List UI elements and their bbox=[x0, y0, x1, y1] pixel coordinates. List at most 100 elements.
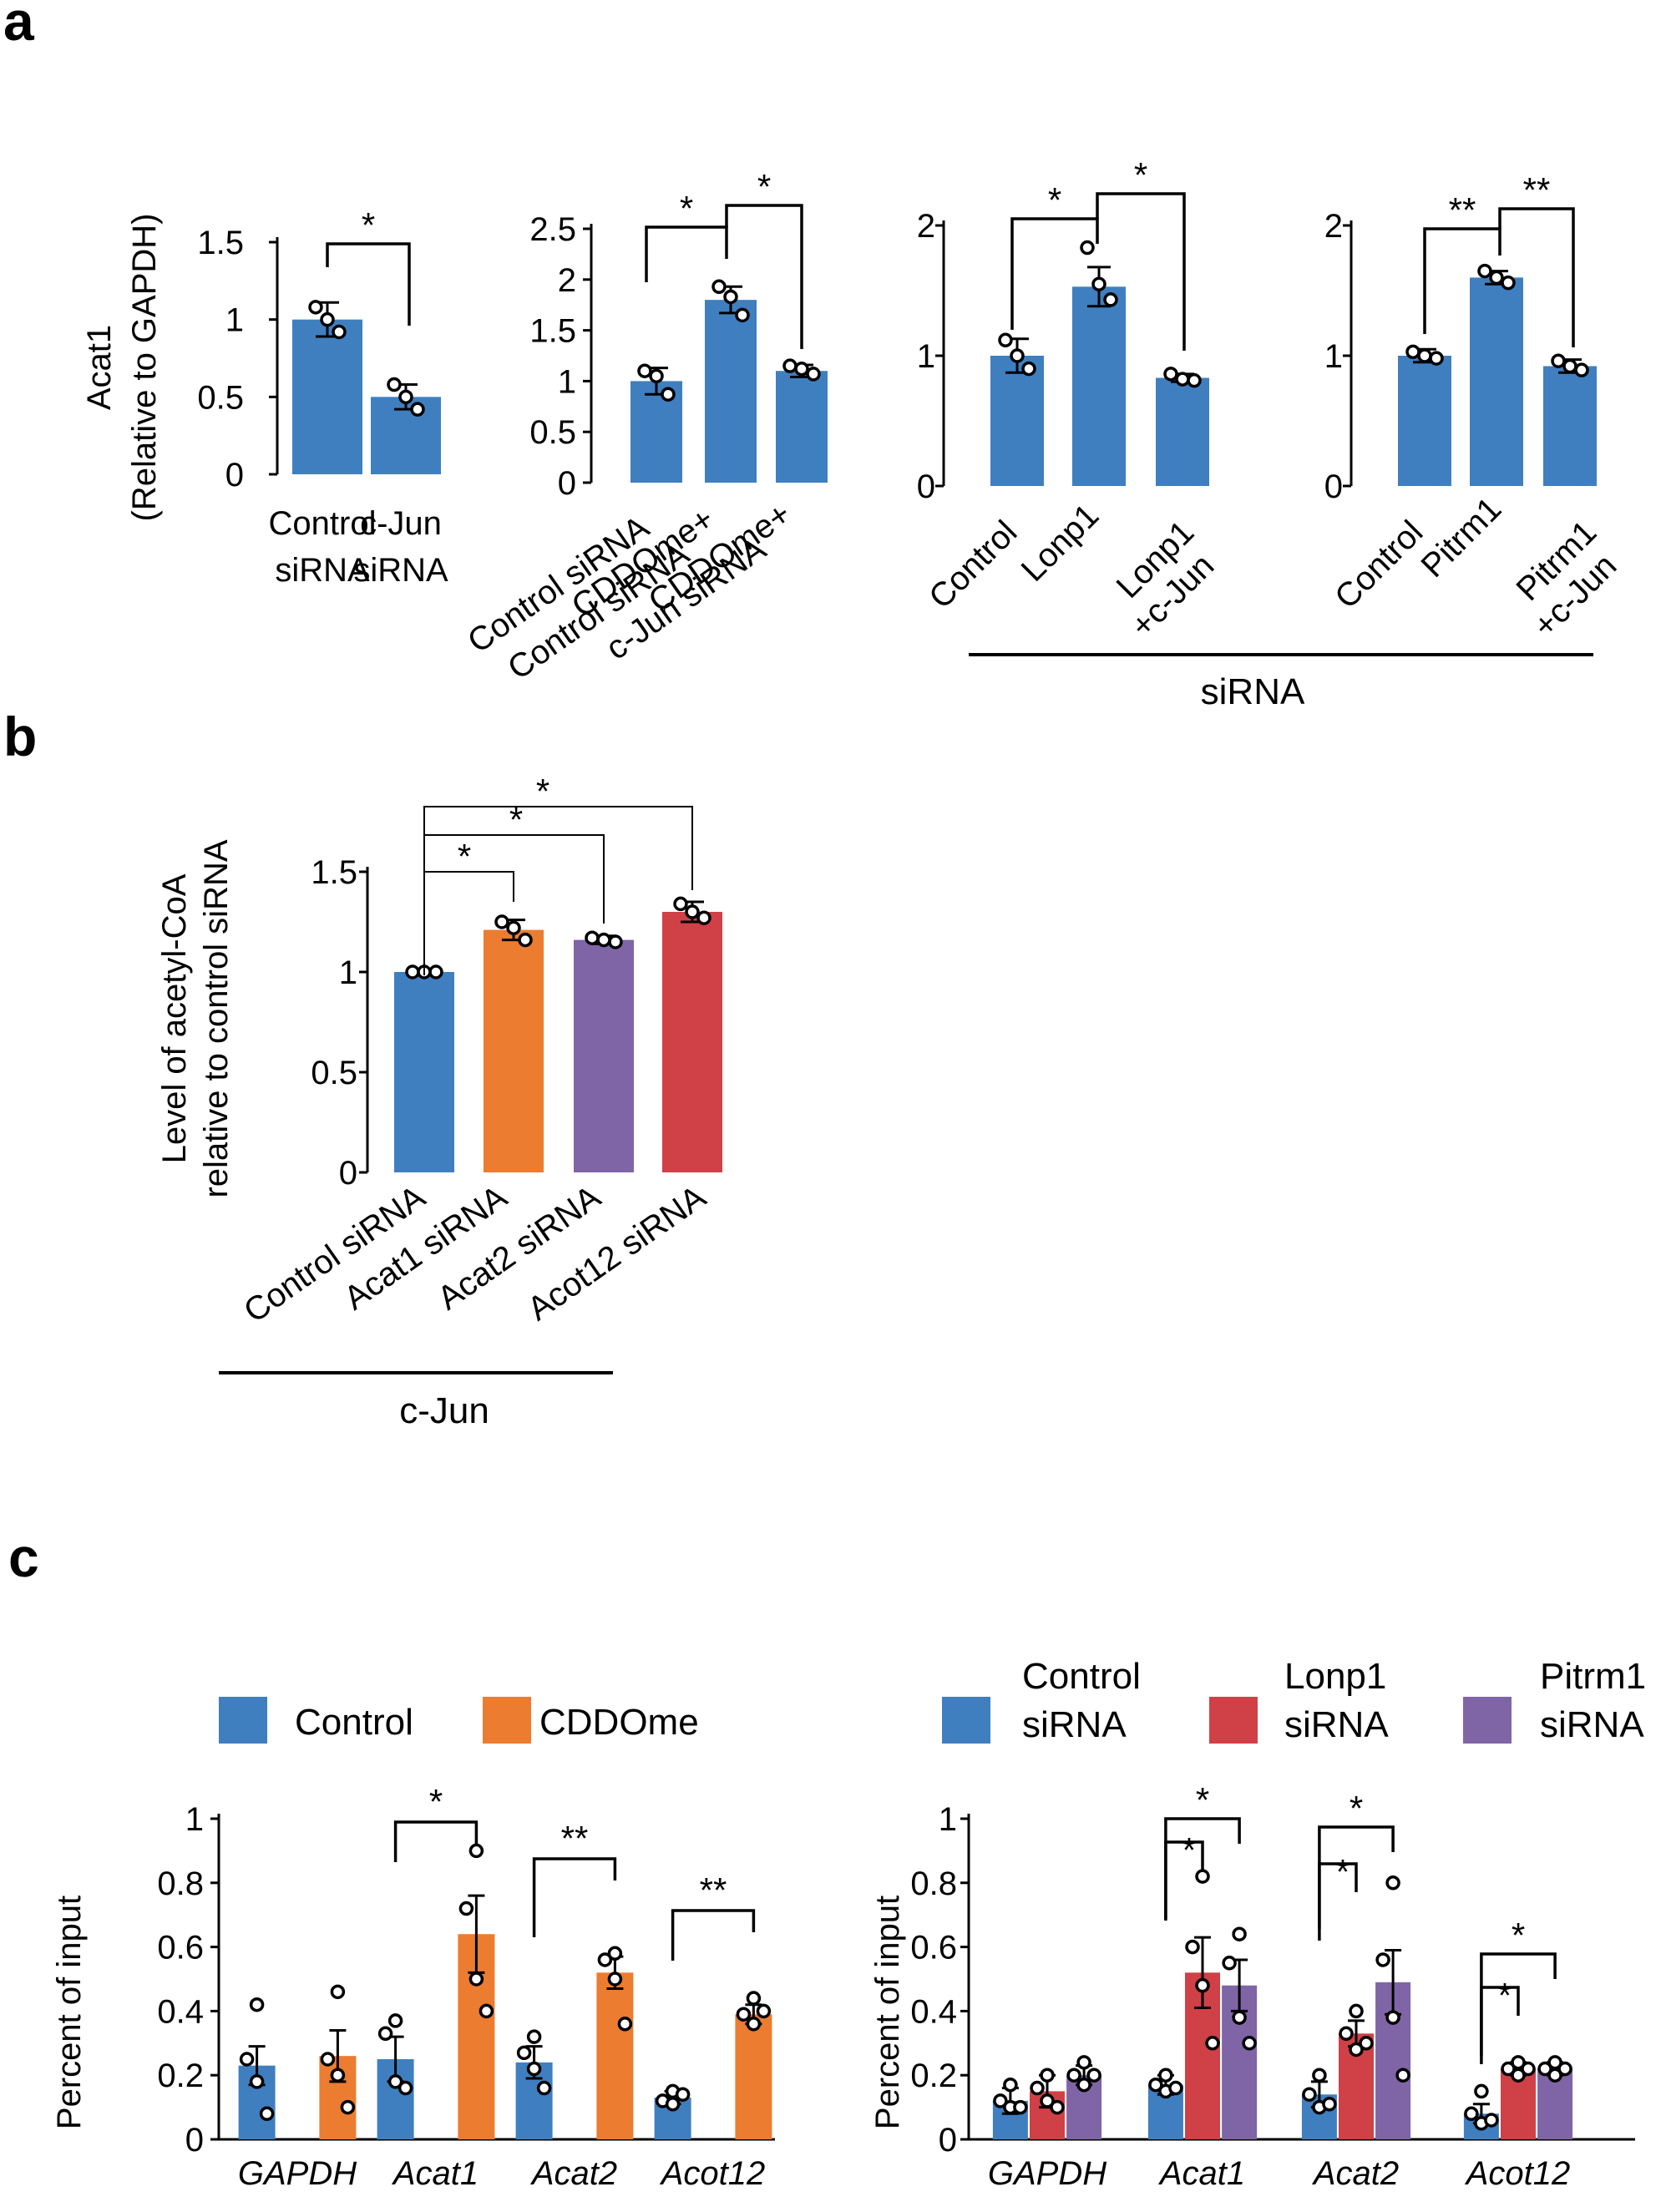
chart-c-left-ytick-label: 0.2 bbox=[157, 2058, 204, 2094]
chart-c-left-category-label: Acot12 bbox=[660, 2155, 766, 2192]
chart-a1-category-label: Control bbox=[269, 505, 377, 542]
chart-c-right-point-3-0-0 bbox=[1474, 2083, 1489, 2099]
chart-b-ytick-label: 0.5 bbox=[311, 1055, 357, 1091]
chart-b-bar-3 bbox=[662, 912, 722, 1172]
chart-c-left-point-0-1-0 bbox=[330, 1984, 346, 2000]
chart-c-left-point-2-0-2 bbox=[526, 2061, 542, 2077]
chart-a4-point-2-0 bbox=[1551, 353, 1566, 368]
chart-a2-ytick-label: 1.5 bbox=[529, 313, 576, 350]
chart-c-right-point-2-1-3 bbox=[1359, 2036, 1374, 2051]
chart-a1-category-label: siRNA bbox=[353, 552, 448, 589]
legend-swatch-pitrm1-siRNA bbox=[1463, 1697, 1512, 1744]
chart-c-right-point-0-2-0 bbox=[1076, 2055, 1091, 2070]
chart-a4-bar-0 bbox=[1398, 356, 1451, 486]
chart-c-right-sig-0-label: * bbox=[1182, 1830, 1196, 1870]
chart-a1-point-1-1 bbox=[410, 402, 425, 417]
chart-b-point-2-2 bbox=[596, 932, 611, 948]
chart-c-right-point-2-1-2 bbox=[1349, 2042, 1364, 2058]
chart-a1-point-1-0 bbox=[387, 377, 402, 392]
chart-c-left-category-label: GAPDH bbox=[238, 2155, 357, 2192]
chart-c-left-point-1-1-3 bbox=[479, 2003, 494, 2019]
chart-c-right-point-3-0-3 bbox=[1484, 2113, 1499, 2128]
chart-a2-point-2-2 bbox=[794, 362, 809, 377]
chart-a1-point-0-1 bbox=[332, 324, 347, 340]
chart-c-right-point-3-1-3 bbox=[1521, 2061, 1536, 2077]
chart-a1-ytick-label: 1 bbox=[225, 302, 244, 339]
chart-a2-point-1-2 bbox=[723, 289, 738, 305]
chart-a2-point-1-0 bbox=[711, 279, 727, 295]
chart-c-left-point-0-0-2 bbox=[249, 2074, 265, 2089]
legend-label-pitrm1-line2: siRNA bbox=[1540, 1704, 1644, 1745]
chart-c-left-point-0-1-2 bbox=[330, 2068, 346, 2083]
chart-a4-point-0-0 bbox=[1405, 344, 1420, 360]
chart-a4-point-1-2 bbox=[1489, 270, 1504, 286]
chart-a4-ytick-label: 2 bbox=[1324, 208, 1343, 245]
chart-c-left-point-2-1-2 bbox=[607, 1972, 623, 1987]
chart-c-right-point-1-1-2 bbox=[1195, 1977, 1210, 1993]
legend-label-lonp1-line1: Lonp1 bbox=[1284, 1656, 1386, 1697]
legend-swatch-lonp1-siRNA bbox=[1209, 1697, 1258, 1744]
chart-a2-point-0-1 bbox=[661, 387, 676, 402]
chart-a4-ytick-label: 1 bbox=[1324, 338, 1343, 375]
chart-a4-point-2-1 bbox=[1574, 362, 1589, 377]
chart-c-left-bar-3-1 bbox=[735, 2014, 772, 2139]
chart-c-right-sig-1-label: * bbox=[1196, 1780, 1209, 1820]
chart-c-left-point-2-0-3 bbox=[536, 2080, 552, 2096]
chart-c-right-point-1-2-1 bbox=[1222, 1956, 1237, 1971]
chart-a4-sig-0-label: ** bbox=[1449, 190, 1476, 230]
chart-a1-point-0-0 bbox=[308, 300, 323, 315]
chart-c-left-point-2-1-1 bbox=[597, 1952, 613, 1967]
chart-c-right-category-label: Acot12 bbox=[1465, 2155, 1571, 2192]
chart-a2-point-2-0 bbox=[782, 358, 798, 373]
chart-a1-ytick-label: 0 bbox=[225, 457, 244, 494]
chart-a3-point-2-1 bbox=[1187, 372, 1202, 388]
chart-c-right-sig-3-bracket bbox=[1318, 1825, 1395, 1929]
chart-b-sig-2-bracket bbox=[423, 806, 693, 975]
chart-a1-point-1-2 bbox=[398, 389, 413, 405]
chart-c-left-point-1-0-1 bbox=[377, 2026, 393, 2042]
chart-a4-point-1-0 bbox=[1477, 263, 1492, 279]
chart-a1-ytick-label: 0.5 bbox=[197, 379, 244, 416]
chart-c-right-point-1-2-0 bbox=[1232, 1926, 1247, 1941]
chart-a2-sig-1-bracket bbox=[725, 204, 803, 349]
chart-c-right-point-2-2-2 bbox=[1385, 2010, 1400, 2025]
chart-a4-sig-1-bracket bbox=[1498, 207, 1575, 347]
chart-a3-sig-1-label: * bbox=[1134, 155, 1147, 195]
chart-a2-point-1-1 bbox=[735, 307, 750, 323]
legend-label-control-line1: Control bbox=[1022, 1656, 1141, 1697]
chart-a2-sig-0-bracket bbox=[645, 225, 728, 282]
chart-c-right-point-3-2-3 bbox=[1557, 2061, 1572, 2077]
chart-a2-sig-1-label: * bbox=[757, 167, 771, 206]
panel-label-b: b bbox=[3, 706, 37, 767]
chart-c-left-sig-2-label: ** bbox=[700, 1870, 727, 1910]
chart-a1-category-label: siRNA bbox=[275, 552, 370, 589]
chart-a1: 0 0.5 1 1.5 Control siRNA c-Jun siRNA * bbox=[197, 205, 448, 589]
legend-label-control: Control bbox=[295, 1702, 413, 1743]
legend-c-left: Control CDDOme bbox=[219, 1697, 699, 1744]
chart-c-left-point-0-0-0 bbox=[249, 1997, 265, 2012]
chart-c-right-category-label: Acat1 bbox=[1158, 2155, 1245, 2192]
chart-c-right-point-1-1-1 bbox=[1185, 1939, 1200, 1955]
legend-label-lonp1-line2: siRNA bbox=[1284, 1704, 1389, 1745]
chart-c-left-bar-2-1 bbox=[596, 1972, 634, 2139]
chart-c-right-ytick-label: 0.6 bbox=[910, 1930, 957, 1967]
chart-a3-sig-0-bracket bbox=[1010, 217, 1099, 330]
chart-c-right-point-0-1-0 bbox=[1040, 2068, 1055, 2083]
chart-a3-ytick-label: 0 bbox=[917, 468, 935, 505]
chart-b-point-2-0 bbox=[585, 930, 600, 945]
chart-c-left-sig-1-label: ** bbox=[561, 1819, 589, 1858]
chart-a4-sig-0-bracket bbox=[1423, 227, 1501, 334]
chart-c-right-point-2-1-1 bbox=[1339, 2026, 1354, 2042]
chart-a4-category-label: Pitrm1 bbox=[1415, 490, 1509, 585]
chart-a2-ytick-label: 0 bbox=[558, 465, 576, 502]
chart-c-right-sig-3-label: * bbox=[1350, 1789, 1363, 1828]
chart-b-point-3-0 bbox=[673, 896, 688, 912]
chart-c-right-point-0-1-2 bbox=[1040, 2093, 1055, 2108]
chart-a3-point-2-0 bbox=[1163, 367, 1178, 382]
chart-c-right-point-2-0-1 bbox=[1302, 2087, 1317, 2102]
